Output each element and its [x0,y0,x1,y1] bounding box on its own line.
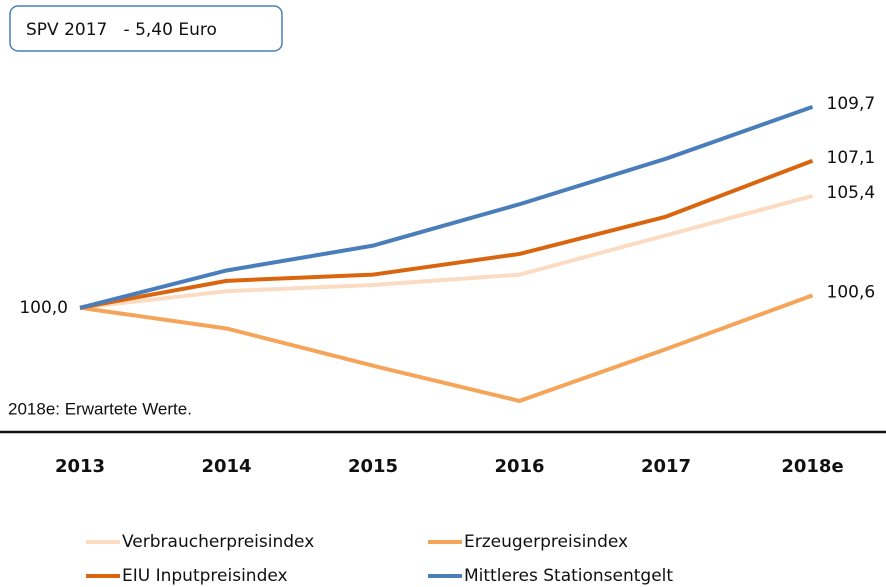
legend-label: Verbraucherpreisindex [122,532,314,552]
series-line [79,194,814,310]
legend-label: Erzeugerpreisindex [464,532,628,552]
x-tick-label: 2014 [201,456,251,477]
note: 2018e: Erwartete Werte. [8,399,192,418]
value-label: 100,6 [827,282,876,302]
x-tick-label: 2015 [348,456,398,477]
value-label: 107,1 [827,148,876,168]
value-label: 100,0 [19,298,68,318]
series-line [79,105,814,310]
value-label: 109,7 [827,94,876,114]
legend-label: EIU Inputpreisindex [122,566,288,586]
chart-title: SPV 2017 - 5,40 Euro [26,20,217,40]
x-tick-label: 2017 [641,456,691,477]
value-label: 105,4 [827,183,876,203]
legend-label: Mittleres Stationsentgelt [464,566,673,586]
x-tick-label: 2018e [781,456,843,477]
x-tick-label: 2013 [55,456,105,477]
series-line [79,293,814,403]
title-box [9,5,283,52]
x-tick-label: 2016 [494,456,544,477]
series-line [79,158,814,310]
